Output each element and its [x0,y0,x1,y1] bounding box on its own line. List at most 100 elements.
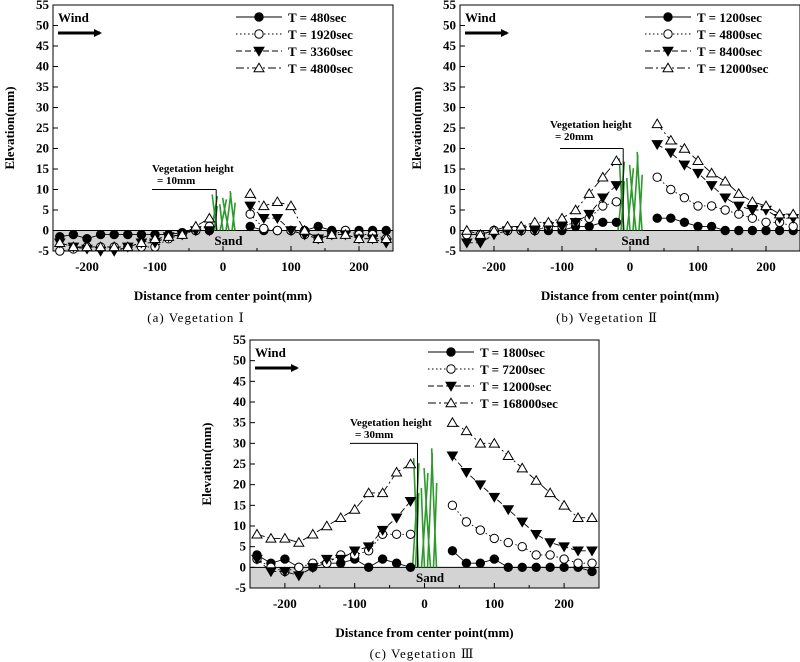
data-point [611,217,622,228]
y-axis-label: Elevation(mm) [199,422,214,505]
data-point [488,437,501,448]
legend-label: T = 3360sec [288,44,353,59]
data-point [81,241,93,252]
series-4 [460,118,800,239]
y-tick-label: 35 [443,79,457,94]
x-tick-label: 100 [485,596,505,611]
legend-marker [446,347,456,357]
y-tick-label: 0 [450,223,457,238]
x-tick-label: -100 [550,259,574,274]
data-point [587,558,597,568]
vegetation-height-label: Vegetation height [350,417,432,429]
data-point [320,554,333,565]
y-tick-label: 5 [43,202,50,217]
data-point [719,175,732,186]
series-4 [251,416,598,547]
data-point [376,487,389,498]
y-tick-label: 10 [233,518,246,533]
series-4 [53,187,393,252]
data-point [760,200,772,211]
data-point [334,554,347,565]
data-point [596,171,609,182]
x-axis-label: Distance from center point(mm) [541,288,719,303]
data-point [366,232,379,243]
data-point [149,232,161,243]
data-point [517,541,527,552]
y-tick-label: 40 [36,59,49,74]
data-point [257,200,270,211]
data-point [528,226,541,237]
y-tick-label: 50 [233,353,246,368]
data-point [596,193,609,204]
data-point [285,200,297,211]
data-point [461,558,472,568]
data-point [761,225,771,236]
data-point [271,196,284,207]
series-line [249,193,387,240]
data-point [259,223,269,234]
y-tick-label: 5 [450,202,457,217]
data-point [651,118,664,129]
data-point [108,241,121,252]
data-point [339,228,352,239]
data-point [404,458,417,469]
x-tick-label: -200 [482,259,506,274]
data-point [488,224,500,235]
data-point [666,184,676,195]
x-tick-label: -200 [273,596,297,611]
legend: T = 1800sec T = 7200sec T = 12000sec T = 16… [428,345,558,411]
data-point [544,487,557,498]
data-point [720,205,730,215]
data-point [404,496,417,507]
data-point [292,571,305,582]
y-tick-label: 35 [233,415,247,430]
legend-label: T = 1200sec [697,10,762,25]
data-point [515,220,528,231]
data-point [390,513,403,524]
data-point [545,550,555,560]
series-3 [251,451,598,582]
data-point [693,221,703,232]
data-point [679,193,690,203]
data-point [380,232,393,243]
data-point [446,451,459,462]
y-tick-label: 30 [233,435,246,450]
data-point [531,562,541,573]
data-point [475,558,486,568]
y-tick-label: 20 [233,477,246,492]
legend-label: T = 1920sec [288,27,353,42]
chart-panel-b: -5 0 5 10 15 20 25 30 35 40 45 50 55 -200 -100 0 100 200 D… [409,0,800,325]
data-point [746,205,759,216]
data-point [516,462,529,473]
data-point [376,525,389,536]
legend-marker [254,12,264,22]
data-point [610,181,623,192]
wind-label: Wind [255,345,287,360]
y-tick-label: 35 [36,79,50,94]
sand-band [250,567,599,588]
legend-marker [445,397,457,408]
data-point [68,229,79,240]
data-point [251,528,263,539]
data-point [734,225,744,236]
data-point [572,546,584,557]
x-tick-label: 0 [220,259,227,274]
data-point [447,500,458,511]
x-tick-label: -200 [75,259,99,274]
data-point [501,220,514,231]
legend-marker [446,364,456,374]
data-point [503,562,513,573]
data-point [460,238,473,249]
data-point [460,468,473,479]
data-point [67,241,80,252]
data-point [313,221,323,232]
series-line [249,205,387,244]
data-point [475,525,486,535]
data-point [461,517,472,527]
legend-marker [662,46,674,57]
data-point [405,529,416,539]
data-point [362,487,375,498]
y-tick-label: 10 [36,182,49,197]
data-point [121,241,134,252]
